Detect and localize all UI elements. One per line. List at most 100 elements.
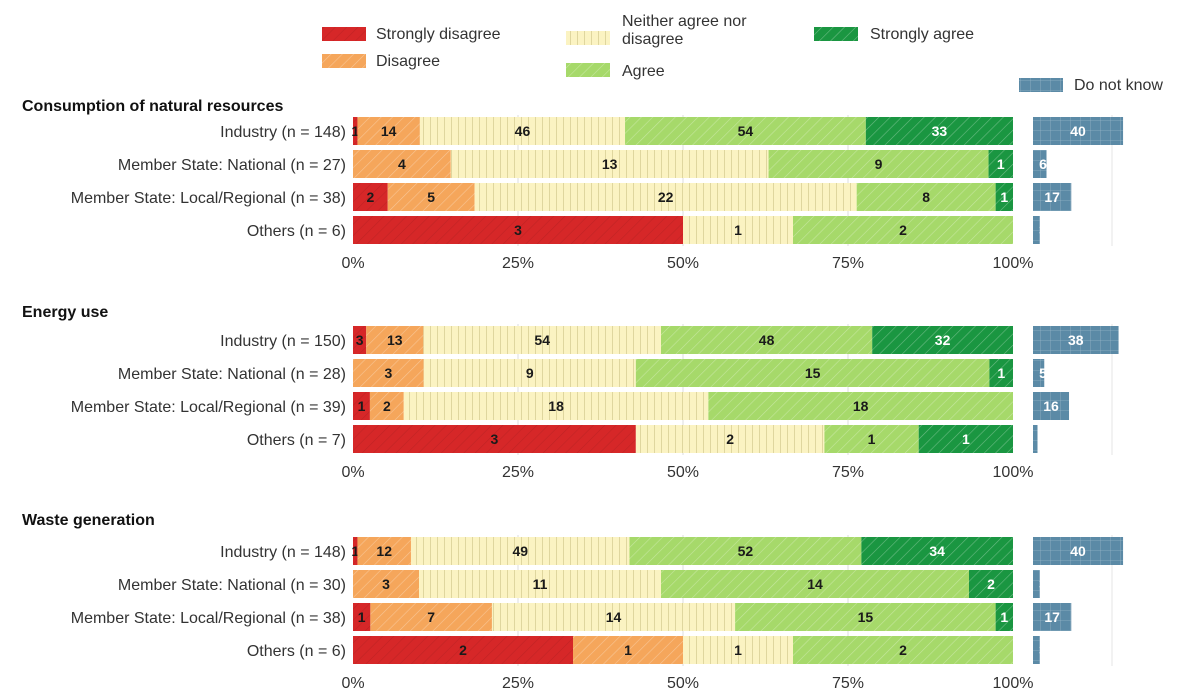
bar-segment-texture [353, 216, 683, 244]
data-label-disagree: 13 [387, 332, 403, 348]
bar-segment-texture [387, 183, 475, 211]
bar-segment-texture [856, 183, 996, 211]
data-label-strongly-agree: 32 [935, 332, 951, 348]
bar-segment-texture [353, 183, 388, 211]
data-label-neither: 14 [606, 609, 622, 625]
row-label: Member State: National (n = 30) [118, 577, 346, 594]
data-label-neither: 2 [726, 431, 734, 447]
data-label-neither: 11 [533, 576, 548, 592]
bar-segment-texture [995, 183, 1013, 211]
panel-3: Waste generation Industry (n = 148) 1 12 49 5… [22, 512, 1124, 691]
bar-segment-texture [989, 359, 1013, 387]
data-label-disagree: 12 [376, 543, 392, 559]
bar-segment-texture [366, 326, 424, 354]
data-label-agree: 15 [858, 609, 874, 625]
bar-row: Industry (n = 150) 3 13 54 48 32 38 [220, 326, 1119, 354]
x-tick-label: 50% [667, 675, 699, 691]
bar-segment-texture [410, 537, 630, 565]
data-label-strongly-agree: 1 [997, 365, 1005, 381]
x-tick-label: 50% [667, 464, 699, 481]
legend-swatch-texture-strongly-disagree [322, 27, 366, 41]
bar-segment-texture [625, 117, 866, 145]
data-label-strongly-agree: 33 [932, 123, 948, 139]
panel-title: Waste generation [22, 512, 155, 529]
bar-segment-texture [793, 636, 1013, 664]
legend-swatch-texture-neither [566, 31, 610, 45]
legend-swatch-texture-disagree [322, 54, 366, 68]
bar-segment-texture [353, 537, 358, 565]
bar-segment-texture [353, 603, 371, 631]
bar-row: Others (n = 7) 3 2 1 1 2 [247, 425, 1047, 453]
bar-segment-texture [1033, 326, 1119, 354]
bar-segment-texture [1033, 603, 1072, 631]
data-label-agree: 48 [759, 332, 775, 348]
data-label-strongly-disagree: 3 [514, 222, 522, 238]
bar-segment-texture [1033, 537, 1124, 565]
row-label: Member State: Local/Regional (n = 38) [71, 190, 346, 207]
data-label-agree: 18 [853, 398, 869, 414]
x-tick-label: 100% [993, 675, 1034, 691]
data-label-neither: 49 [512, 543, 528, 559]
data-label-do-not-know: 3 [1039, 222, 1047, 238]
data-label-strongly-disagree: 1 [351, 543, 359, 559]
bar-segment-texture [988, 150, 1013, 178]
bar-segment-texture [768, 150, 989, 178]
x-tick-label: 50% [667, 255, 699, 272]
data-label-disagree: 5 [427, 189, 435, 205]
bar-segment-texture [735, 603, 996, 631]
bar-segment-texture [629, 537, 862, 565]
bar-row: Member State: Local/Regional (n = 39) 1 2 1… [71, 392, 1070, 420]
data-label-neither: 18 [548, 398, 564, 414]
bar-segment-texture [370, 603, 492, 631]
row-label: Industry (n = 148) [220, 544, 346, 561]
bar-row: Others (n = 6) 3 1 2 3 [247, 216, 1047, 244]
data-label-do-not-know: 38 [1068, 332, 1084, 348]
bar-segment-texture [793, 216, 1013, 244]
bar-segment-texture [357, 537, 411, 565]
legend-label-neither: Neither agree nor [622, 13, 747, 30]
bar-segment-texture [1033, 570, 1040, 598]
x-tick-label: 75% [832, 675, 864, 691]
bar-segment-texture [357, 117, 420, 145]
bar-segment-texture [1033, 117, 1124, 145]
x-tick-label: 100% [993, 464, 1034, 481]
data-label-disagree: 2 [383, 398, 391, 414]
bar-segment-texture [1033, 392, 1070, 420]
bar-segment-texture [1033, 150, 1047, 178]
bar-segment-texture [635, 425, 825, 453]
bar-segment-texture [661, 326, 873, 354]
data-label-do-not-know: 17 [1044, 189, 1060, 205]
row-label: Member State: National (n = 28) [118, 366, 346, 383]
bar-segment-texture [969, 570, 1013, 598]
x-tick-label: 75% [832, 464, 864, 481]
legend: Strongly disagree Disagree Neither agree n… [322, 13, 1163, 94]
data-label-disagree: 14 [381, 123, 397, 139]
legend-label-strongly-agree: Strongly agree [870, 26, 974, 43]
data-label-do-not-know: 2 [1039, 431, 1047, 447]
bar-segment-texture [683, 216, 793, 244]
legend-swatch-texture-do-not-know [1019, 78, 1063, 92]
legend-swatch-texture-strongly-agree [814, 27, 858, 41]
row-label: Others (n = 7) [247, 432, 346, 449]
bar-segment-texture [353, 150, 451, 178]
data-label-strongly-agree: 1 [1000, 189, 1008, 205]
bar-segment-texture [861, 537, 1013, 565]
data-label-strongly-disagree: 2 [366, 189, 374, 205]
data-label-strongly-disagree: 1 [351, 123, 359, 139]
data-label-strongly-agree: 1 [962, 431, 970, 447]
legend-label-strongly-disagree: Strongly disagree [376, 26, 501, 43]
bar-segment-texture [995, 603, 1013, 631]
row-label: Others (n = 6) [247, 223, 346, 240]
bar-segment-texture [419, 570, 661, 598]
legend-swatch-texture-agree [566, 63, 610, 77]
data-label-agree: 54 [738, 123, 754, 139]
row-label: Industry (n = 148) [220, 124, 346, 141]
row-label: Others (n = 6) [247, 643, 346, 660]
data-label-do-not-know: 6 [1039, 156, 1047, 172]
chart-panels: Consumption of natural resources Industry… [22, 98, 1124, 691]
bar-segment-texture [353, 359, 424, 387]
data-label-do-not-know: 5 [1039, 365, 1047, 381]
x-tick-label: 25% [502, 464, 534, 481]
data-label-agree: 15 [805, 365, 821, 381]
